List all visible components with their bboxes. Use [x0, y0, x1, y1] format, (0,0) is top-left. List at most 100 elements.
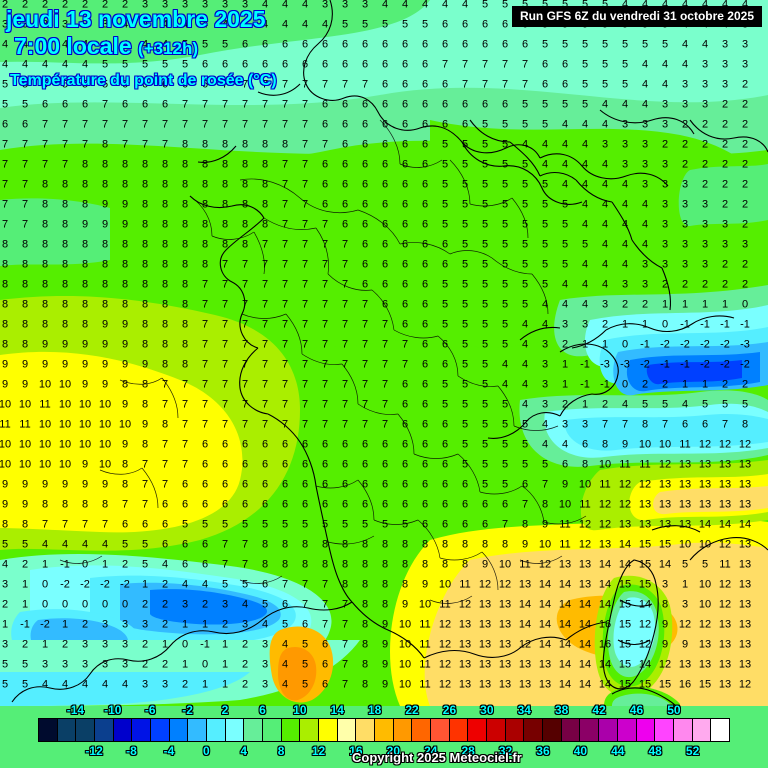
- grid-value: 8: [241, 158, 249, 171]
- legend-tick-bottom: 32: [498, 744, 513, 758]
- grid-value: 8: [121, 458, 129, 471]
- grid-value: 7: [141, 138, 149, 151]
- grid-value: 7: [41, 158, 49, 171]
- grid-value: 6: [361, 58, 369, 71]
- grid-value: 6: [421, 58, 429, 71]
- grid-value: 6: [401, 178, 409, 191]
- grid-value: 4: [61, 38, 69, 51]
- grid-value: 4: [601, 218, 609, 231]
- grid-value: 13: [698, 498, 712, 511]
- grid-value: 6: [401, 78, 409, 91]
- grid-value: 5: [461, 238, 469, 251]
- grid-value: 6: [401, 238, 409, 251]
- grid-value: 8: [181, 358, 189, 371]
- grid-value: 8: [41, 218, 49, 231]
- weather-map[interactable]: 2222222333333444333444445555555444444433…: [0, 0, 768, 706]
- grid-value: 5: [522, 0, 528, 11]
- grid-value: 4: [281, 0, 289, 11]
- grid-value: 6: [541, 78, 549, 91]
- grid-value: 15: [618, 658, 632, 671]
- grid-value: 1: [201, 678, 209, 691]
- grid-value: 6: [501, 98, 509, 111]
- grid-value: 6: [121, 518, 129, 531]
- grid-value: 11: [619, 458, 631, 471]
- grid-value: 6: [301, 58, 309, 71]
- grid-value: 1: [681, 378, 689, 391]
- grid-value: 6: [381, 58, 389, 71]
- grid-value: 6: [201, 538, 209, 551]
- grid-value: 3: [541, 338, 549, 351]
- grid-value: 6: [201, 78, 209, 91]
- grid-value: 7: [241, 378, 249, 391]
- grid-value: 2: [721, 278, 729, 291]
- grid-value: 8: [141, 438, 149, 451]
- grid-value: 8: [81, 258, 89, 271]
- grid-value: 6: [421, 498, 429, 511]
- grid-value: 7: [241, 98, 249, 111]
- grid-value: 6: [501, 498, 509, 511]
- grid-value: 8: [61, 498, 69, 511]
- grid-value: 13: [678, 658, 692, 671]
- grid-value: 6: [301, 458, 309, 471]
- grid-value: 5: [501, 278, 509, 291]
- grid-value: 7: [301, 378, 309, 391]
- grid-value: 6: [321, 58, 329, 71]
- grid-value: 13: [738, 498, 752, 511]
- grid-value: 12: [618, 478, 632, 491]
- grid-value: 10: [38, 438, 52, 451]
- grid-value: 9: [401, 598, 409, 611]
- grid-value: 8: [81, 158, 89, 171]
- grid-value: 12: [438, 618, 452, 631]
- grid-value: 4: [601, 118, 609, 131]
- grid-value: 7: [321, 398, 329, 411]
- grid-value: 11: [39, 398, 51, 411]
- grid-value: 6: [401, 258, 409, 271]
- grid-value: 4: [581, 198, 589, 211]
- grid-value: 14: [718, 518, 732, 531]
- grid-value: 6: [381, 498, 389, 511]
- grid-value: 5: [1, 98, 9, 111]
- grid-value: 5: [381, 18, 389, 31]
- color-scale-bar[interactable]: [38, 718, 730, 742]
- grid-value: 8: [261, 138, 269, 151]
- grid-value: 6: [421, 318, 429, 331]
- grid-value: 9: [121, 438, 129, 451]
- grid-value: 2: [721, 138, 729, 151]
- grid-value: 10: [558, 498, 572, 511]
- grid-value: 2: [741, 258, 749, 271]
- color-swatch: [188, 719, 208, 741]
- grid-value: 2: [681, 118, 689, 131]
- grid-value: 9: [561, 478, 569, 491]
- legend-tick-top: 10: [293, 703, 307, 717]
- grid-value: 5: [521, 198, 529, 211]
- grid-value: 6: [321, 458, 329, 471]
- grid-value: 4: [601, 158, 609, 171]
- grid-value: 3: [721, 38, 729, 51]
- grid-value: 4: [601, 238, 609, 251]
- grid-value: 6: [121, 98, 129, 111]
- grid-value: 7: [21, 178, 29, 191]
- legend-tick-top: 34: [517, 703, 531, 717]
- grid-value: 1: [701, 298, 709, 311]
- color-swatch: [711, 719, 729, 741]
- grid-value: 6: [241, 498, 249, 511]
- grid-value: 8: [81, 278, 89, 291]
- grid-value: 6: [421, 458, 429, 471]
- grid-value: 3: [121, 618, 129, 631]
- grid-value: 4: [241, 18, 249, 31]
- grid-value: 7: [221, 398, 229, 411]
- grid-value: 6: [161, 98, 169, 111]
- grid-value: 9: [121, 398, 129, 411]
- grid-value: 8: [181, 258, 189, 271]
- grid-value: 8: [41, 498, 49, 511]
- grid-value: 1: [661, 298, 669, 311]
- grid-value: 6: [341, 478, 349, 491]
- grid-value: 6: [561, 458, 569, 471]
- grid-value: 5: [541, 218, 549, 231]
- grid-value: 4: [261, 18, 269, 31]
- grid-value: 4: [41, 58, 49, 71]
- grid-value: 8: [221, 218, 229, 231]
- grid-value: 8: [141, 298, 149, 311]
- grid-value: 6: [341, 198, 349, 211]
- grid-value: 6: [321, 38, 329, 51]
